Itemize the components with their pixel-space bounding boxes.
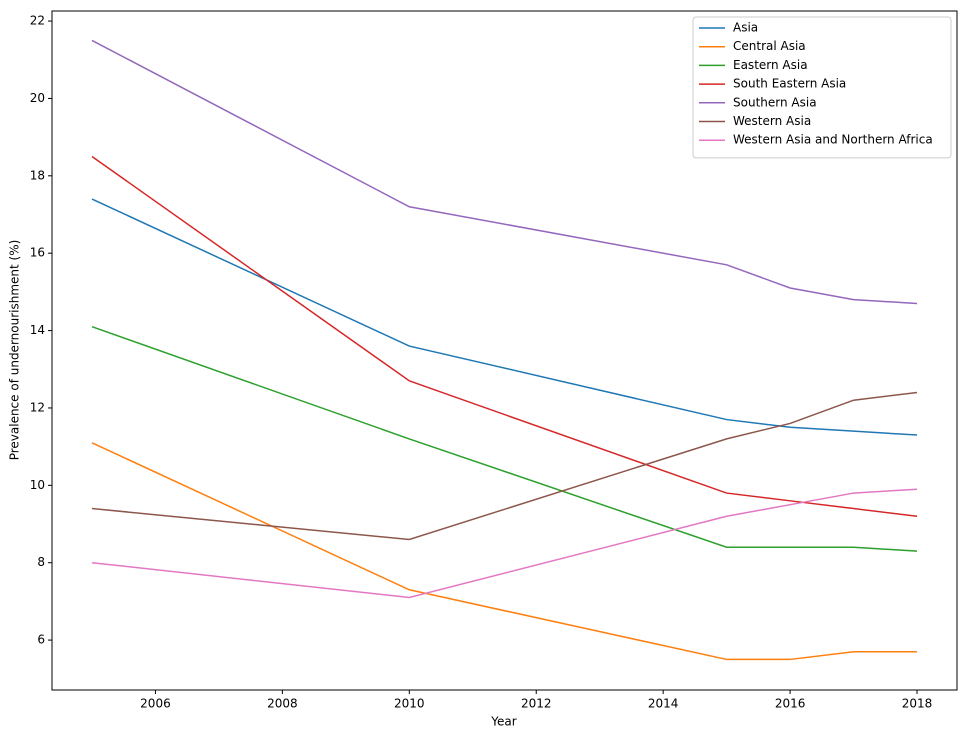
y-tick-label: 8 <box>37 555 45 569</box>
line <box>91 488 918 599</box>
legend-label: Eastern Asia <box>733 58 808 72</box>
line <box>91 325 918 552</box>
line <box>91 442 918 661</box>
legend-label: Central Asia <box>733 39 806 53</box>
line <box>91 391 918 541</box>
y-tick-label: 16 <box>30 246 45 260</box>
y-tick-label: 14 <box>30 323 45 337</box>
legend-label: Western Asia and Northern Africa <box>733 133 933 147</box>
y-tick-label: 12 <box>30 400 45 414</box>
y-tick-label: 6 <box>37 633 45 647</box>
x-tick-label: 2008 <box>267 697 298 711</box>
x-tick-label: 2014 <box>648 697 679 711</box>
legend-label: Asia <box>733 21 758 35</box>
plot-frame <box>51 10 958 691</box>
x-tick-label: 2006 <box>140 697 171 711</box>
legend-label: Southern Asia <box>733 95 817 109</box>
line <box>91 155 918 518</box>
x-axis-label: Year <box>490 715 516 729</box>
y-tick-label: 20 <box>30 91 45 105</box>
y-tick-label: 18 <box>30 168 45 182</box>
x-tick-label: 2012 <box>521 697 552 711</box>
y-tick-label: 10 <box>30 478 45 492</box>
x-tick-label: 2010 <box>394 697 425 711</box>
legend-box <box>692 16 952 159</box>
y-tick-label: 22 <box>30 14 45 28</box>
line <box>91 39 918 305</box>
legend-label: Western Asia <box>733 114 811 128</box>
line <box>91 198 918 436</box>
legend-label: South Eastern Asia <box>733 77 846 91</box>
x-tick-label: 2018 <box>902 697 933 711</box>
y-axis-label: Prevalence of undernourishment (%) <box>8 240 22 461</box>
x-tick-label: 2016 <box>775 697 806 711</box>
